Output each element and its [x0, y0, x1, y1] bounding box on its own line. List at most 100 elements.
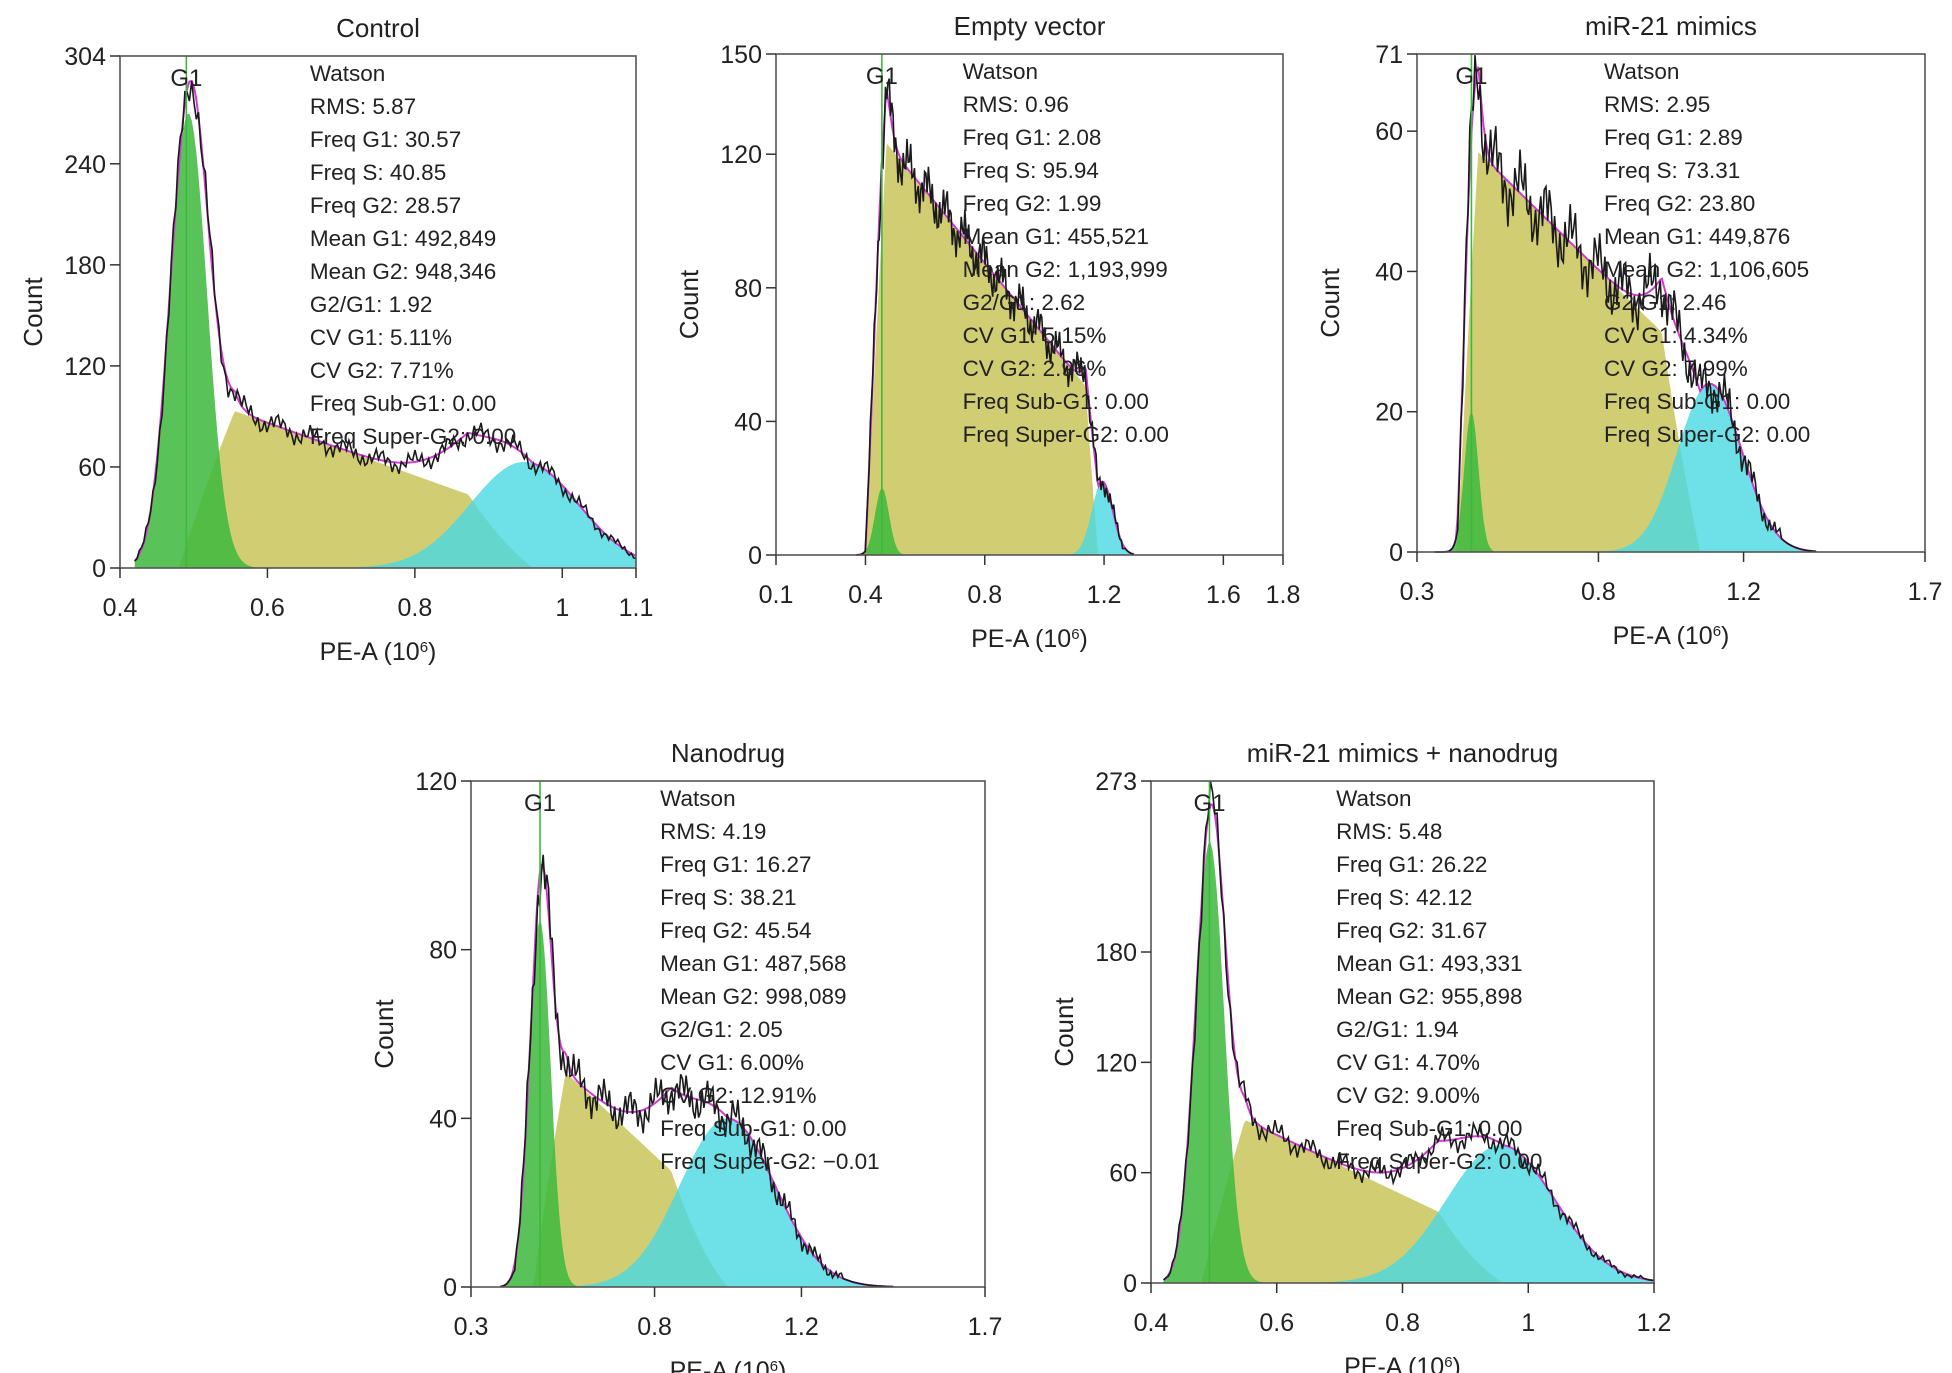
x-tick-label: 1.2	[1637, 1309, 1672, 1337]
histogram-panel: G1 0 40 80 120 150 0.1 0.4 0.8 1.2 1.6 1.8 Empty vec…	[674, 11, 1300, 653]
g2-phase-area	[1435, 383, 1817, 552]
y-tick-label: 60	[1109, 1160, 1137, 1188]
panel-title: miR-21 mimics	[1585, 11, 1757, 41]
x-tick-label: 0.8	[637, 1313, 672, 1341]
y-tick-label: 71	[1375, 41, 1403, 69]
plot-frame	[119, 55, 637, 569]
y-axis-label: Count	[674, 269, 704, 339]
histogram-data-line	[134, 80, 637, 562]
y-tick-label: 20	[1375, 399, 1403, 427]
x-tick-label: 1	[1521, 1309, 1535, 1337]
stats-line: CV G2: 9.00%	[1336, 1083, 1480, 1108]
x-tick-label: 0.4	[848, 581, 883, 609]
y-tick-label: 304	[64, 43, 106, 71]
x-axis-label: PE-A (106)	[670, 1357, 787, 1373]
y-axis-label: Count	[369, 999, 399, 1069]
g1-phase-area	[1435, 411, 1817, 552]
y-tick-label: 80	[734, 275, 762, 303]
x-tick-label: 0.8	[1581, 578, 1616, 606]
stats-line: G2/G1: 1.92	[310, 292, 433, 317]
stats-line: Mean G1: 492,849	[310, 226, 496, 251]
stats-line: Freq Sub-G1: 0.00	[963, 389, 1149, 414]
stats-line: Freq Super-G2: 0.00	[1336, 1149, 1542, 1174]
stats-line: Mean G1: 493,331	[1336, 951, 1522, 976]
stats-line: Watson	[963, 59, 1038, 84]
g2-phase-area	[134, 461, 636, 568]
stats-line: Freq S: 73.31	[1604, 158, 1740, 183]
y-tick-label: 0	[1389, 539, 1403, 567]
y-tick-label: 240	[64, 151, 106, 179]
x-tick-label: 1.2	[1726, 578, 1761, 606]
y-tick-label: 60	[1375, 118, 1403, 146]
x-tick-label: 0.8	[967, 581, 1002, 609]
histogram-panel: G1 0 40 80 120 0.3 0.8 1.2 1.7 Nanodrug PE-A (106)…	[369, 738, 1002, 1373]
y-tick-label: 40	[734, 408, 762, 436]
x-tick-label: 0.3	[1400, 578, 1435, 606]
s-phase-area	[134, 411, 636, 568]
stats-line: CV G1: 5.15%	[963, 323, 1107, 348]
y-tick-label: 60	[78, 454, 106, 482]
stats-line: G2/G1: 2.46	[1604, 290, 1727, 315]
y-axis-label: Count	[1315, 268, 1345, 338]
stats-line: CV G2: 2.96%	[963, 356, 1107, 381]
stats-line: CV G2: 7.71%	[310, 358, 454, 383]
y-tick-label: 273	[1095, 768, 1137, 796]
s-phase-area	[1435, 152, 1817, 553]
stats-line: Freq S: 38.21	[660, 885, 796, 910]
stats-line: RMS: 5.48	[1336, 819, 1442, 844]
stats-line: CV G1: 4.70%	[1336, 1050, 1480, 1075]
stats-line: RMS: 0.96	[963, 92, 1069, 117]
histogram-panel: G1 0 20 40 60 71 0.3 0.8 1.2 1.7 miR-21 mimics PE-A…	[1315, 11, 1942, 650]
histogram-data-line	[856, 78, 1135, 556]
stats-line: Mean G2: 998,089	[660, 984, 846, 1009]
y-tick-label: 180	[64, 252, 106, 280]
panel-title: Empty vector	[954, 11, 1106, 41]
x-axis-label: PE-A (106)	[320, 638, 437, 666]
y-tick-label: 0	[1123, 1270, 1137, 1298]
stats-line: Freq Sub-G1: 0.00	[1336, 1116, 1522, 1141]
x-tick-label: 0.1	[759, 581, 794, 609]
x-tick-label: 0.3	[454, 1313, 489, 1341]
stats-line: Freq Sub-G1: 0.00	[660, 1116, 846, 1141]
stats-line: G2/G1: 2.05	[660, 1017, 783, 1042]
stats-line: Freq G1: 30.57	[310, 127, 461, 152]
y-tick-label: 80	[429, 937, 457, 965]
stats-line: Freq Sub-G1: 0.00	[1604, 389, 1790, 414]
x-tick-label: 1.6	[1206, 581, 1241, 609]
histogram-data-line	[500, 854, 894, 1288]
x-tick-label: 1.8	[1266, 581, 1301, 609]
y-tick-label: 0	[92, 555, 106, 583]
x-tick-label: 0.4	[103, 594, 138, 622]
stats-line: Freq S: 42.12	[1336, 885, 1472, 910]
stats-line: G2/G1: 2.62	[963, 290, 1086, 315]
stats-line: Freq Super-G2: 0.00	[963, 422, 1169, 447]
x-tick-label: 0.8	[1385, 1309, 1420, 1337]
stats-line: Freq Super-G2: 0.00	[1604, 422, 1810, 447]
stats-line: Watson	[660, 786, 735, 811]
y-tick-label: 0	[748, 542, 762, 570]
s-phase-area	[500, 1073, 894, 1287]
histogram-panel: G1 0 60 120 180 273 0.4 0.6 0.8 1 1.2 miR-21 mimics…	[1049, 738, 1671, 1373]
g1-phase-area	[856, 488, 1134, 555]
stats-line: Mean G2: 1,193,999	[963, 257, 1168, 282]
y-tick-label: 120	[1095, 1049, 1137, 1077]
stats-line: RMS: 5.87	[310, 94, 416, 119]
x-axis-label: PE-A (106)	[1344, 1353, 1461, 1373]
stats-line: RMS: 4.19	[660, 819, 766, 844]
stats-line: Freq G1: 16.27	[660, 852, 811, 877]
stats-line: Mean G2: 955,898	[1336, 984, 1522, 1009]
plot-frame	[775, 53, 1284, 556]
g1-marker-label: G1	[1455, 63, 1487, 90]
g2-phase-area	[1163, 1145, 1654, 1283]
y-tick-label: 120	[720, 141, 762, 169]
s-phase-area	[1163, 1120, 1654, 1283]
x-tick-label: 1.7	[1908, 578, 1943, 606]
stats-line: Freq G2: 28.57	[310, 193, 461, 218]
stats-line: Freq G1: 26.22	[1336, 852, 1487, 877]
stats-line: Freq G1: 2.89	[1604, 125, 1743, 150]
x-axis-label: PE-A (106)	[1613, 622, 1730, 650]
stats-line: Freq G2: 31.67	[1336, 918, 1487, 943]
plot-frame	[1416, 53, 1926, 553]
stats-line: CV G1: 4.34%	[1604, 323, 1748, 348]
g1-marker-label: G1	[866, 63, 898, 90]
